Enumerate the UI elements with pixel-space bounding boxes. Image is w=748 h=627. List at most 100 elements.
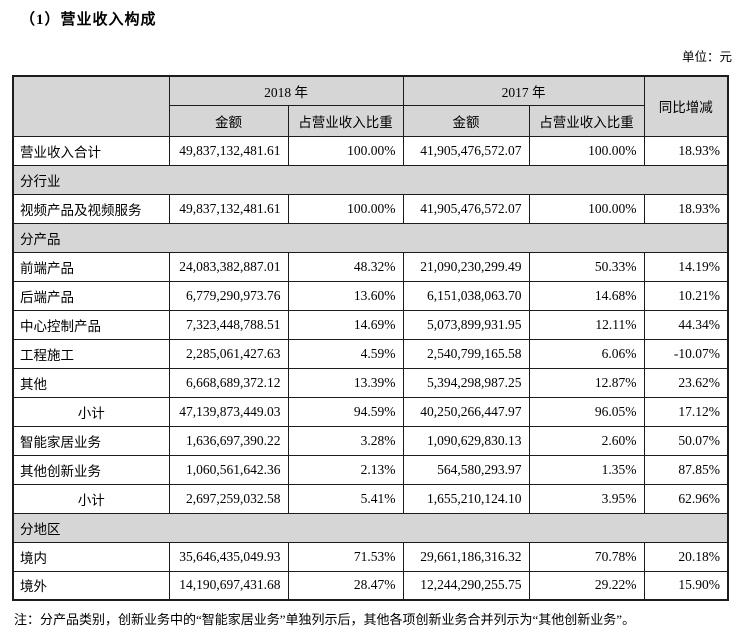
yoy-cell: 14.19%: [643, 251, 729, 282]
pct-2017-cell: 2.60%: [528, 425, 645, 456]
table-row: 工程施工 2,285,061,427.63 4.59% 2,540,799,165.5…: [12, 338, 729, 369]
revenue-composition-table: 2018 年 2017 年 同比增减 金额 占营业收入比重 金额 占营业收入比重…: [12, 75, 729, 601]
amount-2017-cell: 21,090,230,299.49: [402, 251, 530, 282]
yoy-cell: -10.07%: [643, 338, 729, 369]
yoy-cell: 15.90%: [643, 570, 729, 601]
table-row: 视频产品及视频服务 49,837,132,481.61 100.00% 41,905,…: [12, 193, 729, 224]
row-label: 视频产品及视频服务: [12, 193, 170, 224]
page-title: （1）营业收入构成: [20, 12, 157, 28]
amount-2018-cell: 35,646,435,049.93: [168, 541, 289, 572]
row-label: 境内: [12, 541, 170, 572]
row-label: 后端产品: [12, 280, 170, 311]
section-label: 分产品: [12, 222, 729, 253]
section-row: 分地区: [12, 512, 729, 543]
table-row: 营业收入合计 49,837,132,481.61 100.00% 41,905,476…: [12, 135, 729, 166]
row-label: 工程施工: [12, 338, 170, 369]
pct-2017-cell: 29.22%: [528, 570, 645, 601]
amount-2018-cell: 2,697,259,032.58: [168, 483, 289, 514]
pct-2017-cell: 3.95%: [528, 483, 645, 514]
table-row: 境外 14,190,697,431.68 28.47% 12,244,290,255.…: [12, 570, 729, 601]
amount-2017-cell: 41,905,476,572.07: [402, 193, 530, 224]
pct-2018-cell: 13.60%: [287, 280, 404, 311]
pct-2018-cell: 3.28%: [287, 425, 404, 456]
amount-2018-cell: 6,668,689,372.12: [168, 367, 289, 398]
amount-2017-cell: 6,151,038,063.70: [402, 280, 530, 311]
amount-2017-cell: 12,244,290,255.75: [402, 570, 530, 601]
header-pct-2018: 占营业收入比重: [287, 104, 404, 137]
amount-2018-cell: 49,837,132,481.61: [168, 135, 289, 166]
pct-2017-cell: 6.06%: [528, 338, 645, 369]
yoy-cell: 17.12%: [643, 396, 729, 427]
row-label: 其他创新业务: [12, 454, 170, 485]
table-row: 前端产品 24,083,382,887.01 48.32% 21,090,230,29…: [12, 251, 729, 282]
pct-2017-cell: 1.35%: [528, 454, 645, 485]
amount-2017-cell: 1,090,629,830.13: [402, 425, 530, 456]
pct-2018-cell: 100.00%: [287, 135, 404, 166]
yoy-cell: 62.96%: [643, 483, 729, 514]
pct-2018-cell: 71.53%: [287, 541, 404, 572]
amount-2017-cell: 1,655,210,124.10: [402, 483, 530, 514]
yoy-cell: 10.21%: [643, 280, 729, 311]
amount-2017-cell: 5,073,899,931.95: [402, 309, 530, 340]
table-row: 小计 47,139,873,449.03 94.59% 40,250,266,447.…: [12, 396, 729, 427]
unit-label: 单位：元: [681, 50, 732, 64]
table-row: 其他创新业务 1,060,561,642.36 2.13% 564,580,293.9…: [12, 454, 729, 485]
header-row-metrics: 金额 占营业收入比重 金额 占营业收入比重: [13, 104, 728, 137]
section-row: 分行业: [12, 164, 729, 195]
header-amount-2018: 金额: [168, 104, 289, 137]
header-year-2018: 2018 年: [168, 75, 404, 106]
amount-2017-cell: 2,540,799,165.58: [402, 338, 530, 369]
amount-2018-cell: 1,060,561,642.36: [168, 454, 289, 485]
header-row-years: 2018 年 2017 年 同比增减: [12, 75, 729, 137]
pct-2018-cell: 5.41%: [287, 483, 404, 514]
yoy-cell: 23.62%: [643, 367, 729, 398]
header-blank-cell: [12, 75, 170, 137]
header-pct-2017: 占营业收入比重: [528, 104, 645, 137]
table-header: 2018 年 2017 年 同比增减 金额 占营业收入比重 金额 占营业收入比重: [12, 75, 729, 137]
table-row: 智能家居业务 1,636,697,390.22 3.28% 1,090,629,830…: [12, 425, 729, 456]
pct-2017-cell: 12.87%: [528, 367, 645, 398]
yoy-cell: 44.34%: [643, 309, 729, 340]
row-label: 小计: [12, 483, 170, 514]
row-label: 前端产品: [12, 251, 170, 282]
yoy-cell: 20.18%: [643, 541, 729, 572]
pct-2017-cell: 96.05%: [528, 396, 645, 427]
row-label: 智能家居业务: [12, 425, 170, 456]
yoy-cell: 87.85%: [643, 454, 729, 485]
section-label: 分地区: [12, 512, 729, 543]
amount-2018-cell: 6,779,290,973.76: [168, 280, 289, 311]
section-row: 分产品: [12, 222, 729, 253]
amount-2018-cell: 47,139,873,449.03: [168, 396, 289, 427]
pct-2018-cell: 94.59%: [287, 396, 404, 427]
row-label: 营业收入合计: [12, 135, 170, 166]
yoy-cell: 18.93%: [643, 135, 729, 166]
row-label: 其他: [12, 367, 170, 398]
pct-2017-cell: 100.00%: [528, 193, 645, 224]
section-label: 分行业: [12, 164, 729, 195]
amount-2017-cell: 29,661,186,316.32: [402, 541, 530, 572]
amount-2017-cell: 40,250,266,447.97: [402, 396, 530, 427]
pct-2018-cell: 4.59%: [287, 338, 404, 369]
header-amount-2017: 金额: [402, 104, 530, 137]
pct-2017-cell: 100.00%: [528, 135, 645, 166]
pct-2018-cell: 28.47%: [287, 570, 404, 601]
table-row: 其他 6,668,689,372.12 13.39% 5,394,298,987.25…: [12, 367, 729, 398]
amount-2017-cell: 5,394,298,987.25: [402, 367, 530, 398]
table-row: 小计 2,697,259,032.58 5.41% 1,655,210,124.10 3…: [12, 483, 729, 514]
amount-2017-cell: 41,905,476,572.07: [402, 135, 530, 166]
pct-2017-cell: 50.33%: [528, 251, 645, 282]
amount-2017-cell: 564,580,293.97: [402, 454, 530, 485]
row-label: 小计: [12, 396, 170, 427]
header-yoy: 同比增减: [643, 75, 729, 137]
amount-2018-cell: 2,285,061,427.63: [168, 338, 289, 369]
pct-2018-cell: 100.00%: [287, 193, 404, 224]
header-year-2017: 2017 年: [402, 75, 645, 106]
row-label: 境外: [12, 570, 170, 601]
table-body: 营业收入合计 49,837,132,481.61 100.00% 41,905,476…: [12, 135, 729, 601]
table-row: 后端产品 6,779,290,973.76 13.60% 6,151,038,063.…: [12, 280, 729, 311]
pct-2017-cell: 12.11%: [528, 309, 645, 340]
pct-2018-cell: 14.69%: [287, 309, 404, 340]
pct-2017-cell: 70.78%: [528, 541, 645, 572]
amount-2018-cell: 7,323,448,788.51: [168, 309, 289, 340]
pct-2018-cell: 13.39%: [287, 367, 404, 398]
